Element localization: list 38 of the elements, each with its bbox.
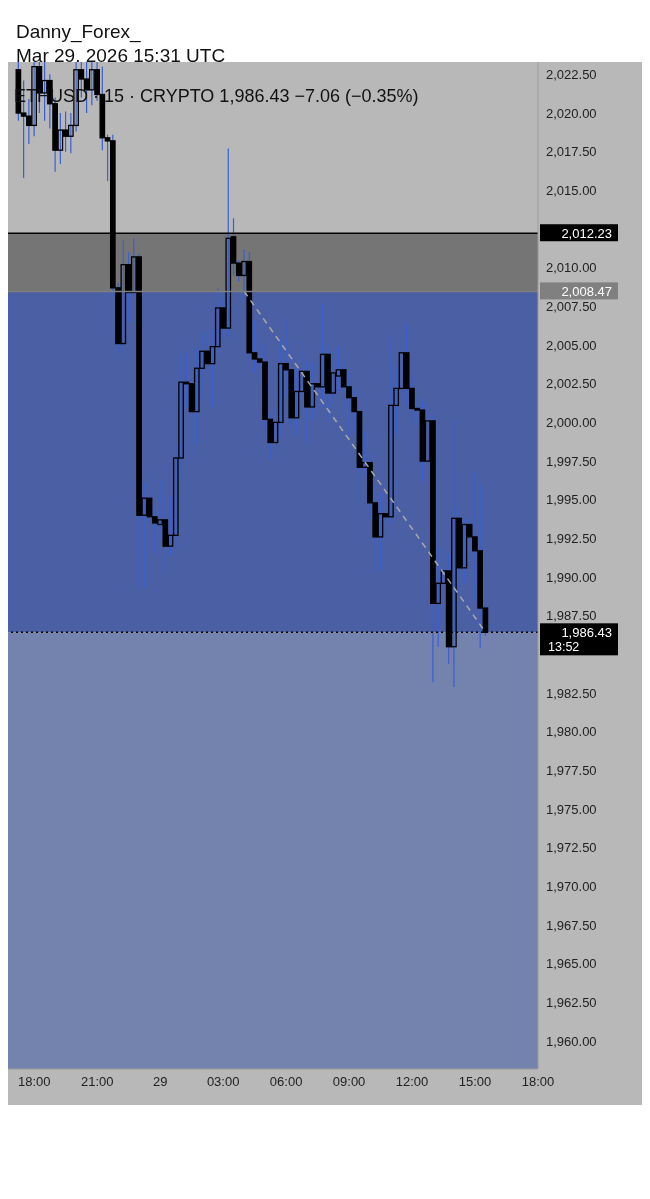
y-tick-label: 2,020.00 [546,105,597,121]
y-tick-label: 1,995.00 [546,492,597,508]
x-tick-label: 09:00 [332,1074,366,1090]
y-tick-label: 1,992.50 [546,531,597,547]
y-tick-label: 1,962.50 [546,995,597,1011]
y-tick-label: 2,000.00 [546,415,597,431]
y-tick-label: 2,002.50 [546,376,597,392]
y-tick-label: 1,965.00 [546,956,597,972]
x-tick-label: 03:00 [206,1074,240,1090]
y-tick-label: 2,015.00 [546,183,597,198]
y-tick-label: 1,980.00 [546,724,597,740]
y-tick-label: 2,005.00 [546,337,597,353]
chart-subtitle: Mar 29, 2026 15:31 UTC [16,44,227,68]
x-tick-label: 12:00 [395,1074,429,1090]
x-tick-label: 15:00 [458,1074,492,1090]
y-tick-label: 1,967.50 [546,917,597,933]
ref-line-label: 2,008.47 [561,283,612,299]
y-tick-label: 1,975.00 [546,801,597,817]
y-tick-label: 2,022.50 [546,66,597,82]
y-tick-label: 1,977.50 [546,763,597,779]
x-tick-label: 18:00 [17,1074,51,1090]
y-tick-label: 2,007.50 [546,299,597,315]
x-tick-label: 29 [152,1074,168,1090]
y-tick-label: 1,960.00 [546,1033,597,1049]
y-tick-label: 2,010.00 [546,260,597,276]
ref-line-label: 1,986.43 13:52 [548,624,612,655]
y-tick-label: 1,987.50 [546,608,597,624]
ref-line-label: 2,012.23 [561,225,612,241]
x-tick-label: 18:00 [521,1074,555,1090]
y-tick-label: 1,972.50 [546,840,597,856]
x-tick-label: 06:00 [269,1074,303,1090]
y-tick-label: 1,990.00 [546,569,597,585]
y-tick-label: 1,970.00 [546,879,597,895]
y-tick-label: 2,017.50 [546,144,597,160]
y-tick-label: 1,997.50 [546,453,597,469]
y-tick-label: 1,982.50 [546,685,597,701]
x-tick-label: 21:00 [80,1074,114,1090]
chart-title: Danny_Forex_ [16,20,142,44]
